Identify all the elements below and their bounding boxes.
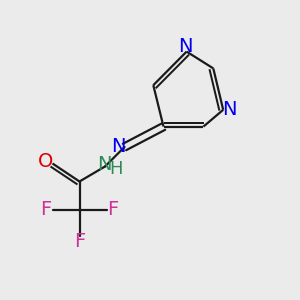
Text: F: F — [74, 232, 85, 251]
Text: O: O — [38, 152, 54, 171]
Text: N: N — [178, 37, 192, 56]
Text: H: H — [110, 160, 123, 178]
Text: N: N — [97, 154, 111, 174]
Text: F: F — [107, 200, 119, 219]
Text: N: N — [111, 137, 125, 156]
Text: F: F — [40, 200, 52, 219]
Text: N: N — [223, 100, 237, 119]
